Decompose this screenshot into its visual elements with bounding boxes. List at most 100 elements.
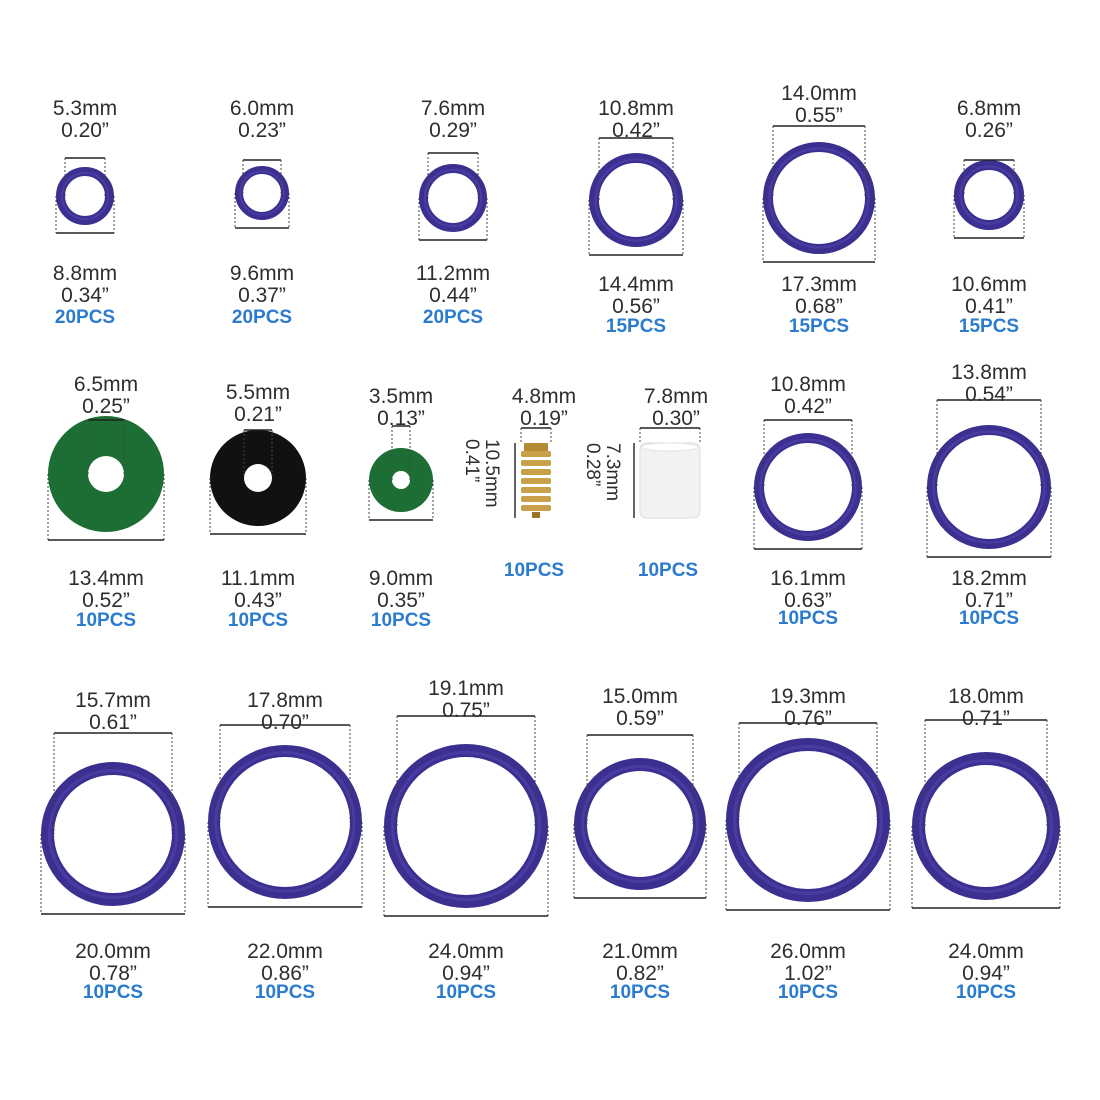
outer-size-label-inch: 0.43” <box>234 589 282 612</box>
inner-size-label-inch: 0.20” <box>61 119 109 142</box>
outer-size-label-inch: 0.94” <box>962 962 1010 985</box>
inner-size-label: 18.0mm 0.71” <box>916 686 1056 730</box>
outer-size-label-inch: 0.82” <box>616 962 664 985</box>
quantity-label: 15PCS <box>788 316 850 337</box>
quantity-label: 10PCS <box>955 982 1017 1003</box>
outer-size-label: 20.0mm 0.78” <box>43 941 183 985</box>
outer-size-label: 10.6mm 0.41” <box>919 274 1059 318</box>
o-ring-highlight <box>768 147 870 249</box>
o-ring-highlight <box>423 168 483 228</box>
inner-size-label-inch: 0.76” <box>784 707 832 730</box>
outer-size-label-inch: 0.63” <box>784 589 832 612</box>
inner-size-label-mm: 15.0mm <box>602 685 678 708</box>
outer-size-label: 8.8mm 0.34” <box>15 263 155 307</box>
quantity-label: 20PCS <box>54 307 116 328</box>
inner-size-label-mm: 19.1mm <box>428 677 504 700</box>
o-ring-highlight <box>580 764 700 884</box>
outer-size-label-mm: 18.2mm <box>951 567 1027 590</box>
o-ring <box>754 433 862 541</box>
washer-hole <box>392 471 410 489</box>
outer-size-label: 26.0mm 1.02” <box>738 941 878 985</box>
outer-size-label: 21.0mm 0.82” <box>570 941 710 985</box>
inner-size-label-mm: 10.8mm <box>770 373 846 396</box>
inner-size-label: 14.0mm 0.55” <box>749 83 889 127</box>
quantity-label: 10PCS <box>254 982 316 1003</box>
outer-size-label: 17.3mm 0.68” <box>749 274 889 318</box>
o-ring <box>235 166 289 220</box>
o-ring <box>419 164 487 232</box>
outer-size-label: 9.6mm 0.37” <box>192 263 332 307</box>
quantity-label: 15PCS <box>958 316 1020 337</box>
inner-size-label-inch: 0.75” <box>442 699 490 722</box>
inner-size-label-inch: 0.42” <box>612 119 660 142</box>
washer-hole <box>244 464 272 492</box>
nozzle-thread <box>521 469 551 475</box>
outer-size-label-inch: 0.56” <box>612 295 660 318</box>
nozzle-thread <box>521 487 551 493</box>
height-label-inch: 0.41” <box>461 439 482 483</box>
outer-size-label: 13.4mm 0.52” <box>36 568 176 612</box>
inner-size-label-mm: 13.8mm <box>951 361 1027 384</box>
inner-size-label-inch: 0.54” <box>965 383 1013 406</box>
inner-size-label: 6.0mm 0.23” <box>192 98 332 142</box>
outer-size-label-mm: 22.0mm <box>247 940 323 963</box>
inner-size-label-mm: 15.7mm <box>75 689 151 712</box>
inner-size-label: 7.6mm 0.29” <box>383 98 523 142</box>
nozzle-thread <box>521 505 551 511</box>
outer-size-label-mm: 11.2mm <box>415 262 491 285</box>
sleeve-top <box>641 442 699 452</box>
o-ring-highlight <box>47 768 179 900</box>
quantity-label: 10PCS <box>958 608 1020 629</box>
o-ring <box>726 738 890 902</box>
nozzle-cap <box>524 443 548 451</box>
outer-size-label: 14.4mm 0.56” <box>566 274 706 318</box>
height-label-mm: 7.3mm <box>602 443 623 502</box>
o-ring <box>384 744 548 908</box>
o-ring-highlight <box>932 430 1046 544</box>
inner-size-label: 3.5mm 0.13” <box>331 386 471 430</box>
inner-size-label: 6.5mm 0.25” <box>36 374 176 418</box>
nozzle-thread <box>521 478 551 484</box>
outer-size-label: 24.0mm 0.94” <box>916 941 1056 985</box>
o-ring-highlight <box>759 438 857 536</box>
width-label-mm: 7.8mm <box>643 385 709 408</box>
inner-size-label-mm: 14.0mm <box>781 82 857 105</box>
quantity-label: 10PCS <box>609 982 671 1003</box>
outer-size-label-mm: 14.4mm <box>598 273 674 296</box>
quantity-label: 10PCS <box>227 610 289 631</box>
sleeve-body <box>639 442 701 519</box>
o-ring <box>763 142 875 254</box>
o-ring <box>927 425 1051 549</box>
inner-size-label-inch: 0.26” <box>965 119 1013 142</box>
outer-size-label-mm: 10.6mm <box>951 273 1027 296</box>
inner-size-label-inch: 0.42” <box>784 395 832 418</box>
quantity-label: 10PCS <box>637 560 699 581</box>
outer-size-label: 11.1mm 0.43” <box>188 568 328 612</box>
outer-size-label-mm: 17.3mm <box>781 273 857 296</box>
outer-size-label-mm: 26.0mm <box>770 940 846 963</box>
outer-size-label-inch: 0.35” <box>377 589 425 612</box>
outer-size-label-inch: 0.71” <box>965 589 1013 612</box>
inner-size-label-inch: 0.13” <box>377 407 425 430</box>
inner-size-label-mm: 5.5mm <box>225 381 291 404</box>
outer-size-label-inch: 0.52” <box>82 589 130 612</box>
o-ring-highlight <box>594 158 678 242</box>
inner-size-label-inch: 0.21” <box>234 403 282 426</box>
nozzle-thread <box>521 451 551 457</box>
outer-size-label-inch: 0.34” <box>61 284 109 307</box>
outer-size-label-inch: 0.86” <box>261 962 309 985</box>
height-label: 10.5mm 0.41” <box>461 439 502 508</box>
o-ring <box>208 745 362 899</box>
outer-size-label-mm: 20.0mm <box>75 940 151 963</box>
o-ring-highlight <box>60 171 110 221</box>
inner-size-label: 13.8mm 0.54” <box>919 362 1059 406</box>
nozzle-thread <box>521 460 551 466</box>
o-ring-highlight <box>239 170 285 216</box>
quantity-label: 10PCS <box>75 610 137 631</box>
nozzle-thread <box>521 496 551 502</box>
outer-size-label: 22.0mm 0.86” <box>215 941 355 985</box>
width-label-inch: 0.30” <box>652 407 700 430</box>
nozzle-tip <box>532 512 540 518</box>
